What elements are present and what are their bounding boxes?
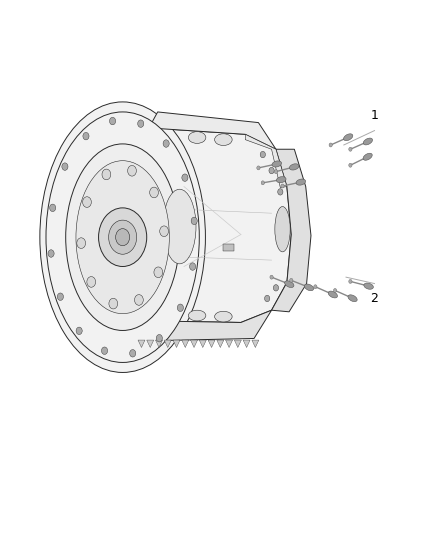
Circle shape [116, 229, 130, 246]
Polygon shape [182, 340, 189, 348]
Circle shape [290, 278, 293, 282]
Circle shape [191, 217, 197, 224]
Ellipse shape [290, 164, 299, 170]
Ellipse shape [285, 281, 294, 287]
Circle shape [270, 275, 273, 279]
Circle shape [160, 226, 169, 237]
Ellipse shape [304, 284, 314, 290]
Ellipse shape [76, 161, 170, 313]
Circle shape [102, 347, 108, 354]
Circle shape [314, 285, 317, 289]
Circle shape [83, 132, 89, 140]
Polygon shape [245, 134, 287, 188]
Circle shape [130, 350, 136, 357]
Polygon shape [173, 340, 180, 348]
Ellipse shape [188, 132, 206, 143]
Polygon shape [226, 340, 233, 348]
Circle shape [110, 117, 116, 125]
Polygon shape [217, 340, 224, 348]
Circle shape [261, 181, 265, 185]
Circle shape [163, 140, 169, 147]
Circle shape [109, 220, 137, 254]
Circle shape [349, 147, 352, 151]
Polygon shape [136, 310, 272, 341]
Ellipse shape [40, 102, 205, 373]
Circle shape [127, 165, 136, 176]
Circle shape [156, 335, 162, 342]
FancyBboxPatch shape [223, 244, 234, 251]
Ellipse shape [348, 295, 357, 302]
Circle shape [83, 197, 92, 207]
Circle shape [333, 288, 337, 293]
Circle shape [77, 238, 85, 248]
Polygon shape [208, 340, 215, 348]
Ellipse shape [363, 153, 372, 160]
Circle shape [62, 163, 68, 171]
Circle shape [273, 285, 279, 291]
Ellipse shape [275, 207, 290, 252]
Ellipse shape [364, 283, 373, 289]
Text: 2: 2 [371, 292, 378, 305]
Circle shape [134, 295, 143, 305]
Polygon shape [252, 340, 259, 348]
Polygon shape [112, 128, 291, 322]
Circle shape [182, 174, 188, 181]
Circle shape [260, 151, 265, 158]
Polygon shape [272, 149, 311, 312]
Polygon shape [149, 112, 276, 149]
Ellipse shape [215, 311, 232, 322]
Circle shape [109, 298, 118, 309]
Circle shape [278, 189, 283, 195]
Ellipse shape [328, 291, 337, 298]
Ellipse shape [188, 310, 206, 321]
Circle shape [329, 143, 332, 147]
Polygon shape [138, 340, 145, 348]
Circle shape [48, 250, 54, 257]
Polygon shape [199, 340, 206, 348]
Ellipse shape [272, 161, 282, 167]
Ellipse shape [343, 134, 353, 141]
Circle shape [102, 169, 111, 180]
Circle shape [257, 166, 260, 170]
Circle shape [99, 208, 147, 266]
Circle shape [190, 263, 196, 270]
Circle shape [177, 304, 184, 311]
Circle shape [57, 293, 64, 301]
Circle shape [76, 327, 82, 335]
Text: 1: 1 [371, 109, 378, 122]
Circle shape [274, 169, 278, 174]
Polygon shape [243, 340, 250, 348]
Ellipse shape [363, 138, 372, 145]
Circle shape [150, 187, 159, 198]
Circle shape [269, 167, 274, 174]
Ellipse shape [296, 179, 306, 185]
Circle shape [349, 279, 352, 284]
Ellipse shape [215, 134, 232, 146]
Polygon shape [191, 340, 198, 348]
Circle shape [154, 267, 162, 278]
Ellipse shape [163, 189, 196, 264]
Polygon shape [164, 340, 171, 348]
Circle shape [349, 163, 352, 167]
Polygon shape [147, 340, 154, 348]
Circle shape [49, 204, 56, 212]
Circle shape [87, 277, 95, 287]
Ellipse shape [46, 112, 199, 362]
Ellipse shape [276, 176, 286, 183]
Circle shape [138, 120, 144, 127]
Polygon shape [234, 340, 241, 348]
Ellipse shape [66, 144, 180, 330]
Circle shape [281, 184, 284, 188]
Circle shape [265, 295, 270, 302]
Polygon shape [155, 340, 162, 348]
